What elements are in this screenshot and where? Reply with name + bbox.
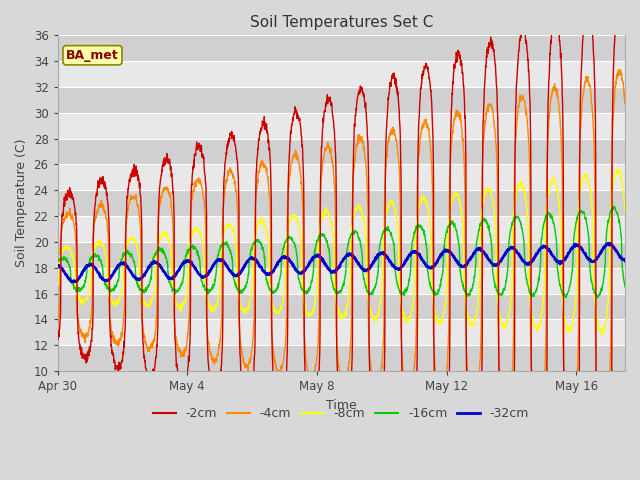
Bar — [58, 87, 625, 113]
Bar — [58, 190, 625, 216]
Bar — [58, 242, 625, 268]
Bar — [58, 36, 625, 61]
Title: Soil Temperatures Set C: Soil Temperatures Set C — [250, 15, 433, 30]
Y-axis label: Soil Temperature (C): Soil Temperature (C) — [15, 139, 28, 267]
Bar — [58, 345, 625, 371]
X-axis label: Time: Time — [326, 399, 356, 412]
Text: BA_met: BA_met — [66, 49, 119, 62]
Bar — [58, 294, 625, 320]
Legend: -2cm, -4cm, -8cm, -16cm, -32cm: -2cm, -4cm, -8cm, -16cm, -32cm — [148, 402, 534, 425]
Bar — [58, 139, 625, 165]
